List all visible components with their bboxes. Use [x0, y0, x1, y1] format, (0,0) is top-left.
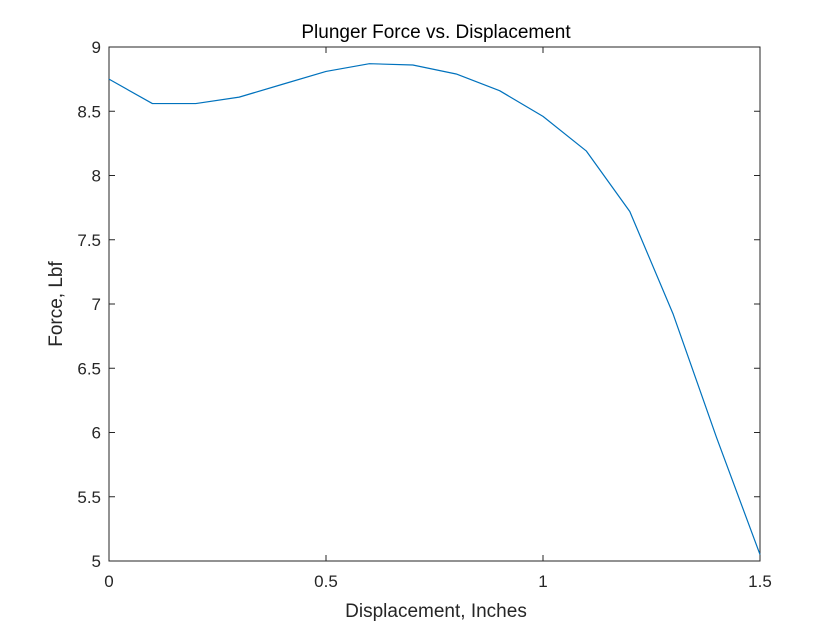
- y-tick-label: 9: [92, 38, 101, 57]
- x-tick-label: 1: [538, 572, 547, 591]
- y-tick-label: 6.5: [77, 359, 101, 378]
- x-tick-label: 0: [104, 572, 113, 591]
- x-axis-label: Displacement, Inches: [345, 601, 527, 622]
- y-tick-label: 8.5: [77, 102, 101, 121]
- y-axis: 5 5.5 6 6.5 7 7.5 8 8.5 9: [77, 38, 760, 571]
- series-layer: [108, 63, 761, 555]
- y-tick-label: 7.5: [77, 231, 101, 250]
- y-tick-label: 5: [92, 552, 101, 571]
- y-tick-label: 7: [92, 295, 101, 314]
- y-tick-label: 6: [92, 424, 101, 443]
- plot-area: 0 0.5 1 1.5 5 5.5 6 6.5 7 7.5 8 8.5 9: [77, 38, 771, 591]
- series-line: [108, 63, 761, 555]
- y-tick-label: 5.5: [77, 488, 101, 507]
- chart-title: Plunger Force vs. Displacement: [301, 22, 571, 43]
- x-tick-label: 1.5: [748, 572, 772, 591]
- y-tick-label: 8: [92, 167, 101, 186]
- x-axis: 0 0.5 1 1.5: [104, 47, 772, 591]
- y-axis-label: Force, Lbf: [46, 261, 67, 347]
- x-tick-label: 0.5: [314, 572, 338, 591]
